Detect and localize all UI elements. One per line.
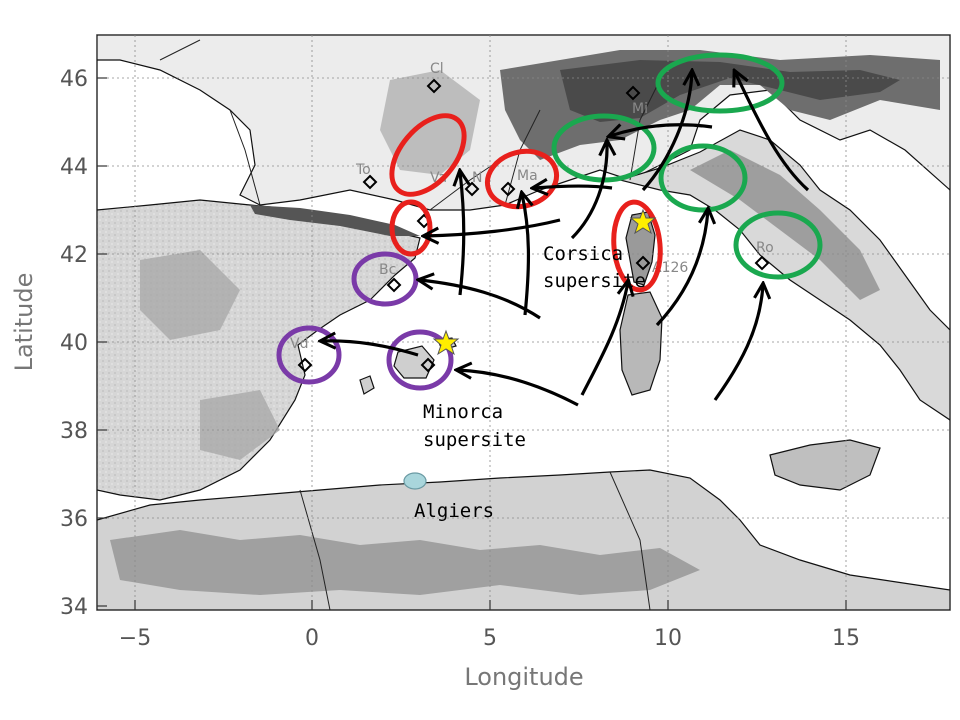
site-diamond-a126	[635, 255, 651, 271]
x-tick-label: 10	[654, 626, 682, 651]
site-diamond-ma	[500, 181, 516, 197]
tick-marks	[97, 77, 847, 610]
arrow	[713, 285, 763, 401]
arrow	[655, 210, 708, 327]
y-tick-label: 46	[60, 67, 88, 92]
apennines	[690, 150, 880, 300]
x-tick-label: 5	[483, 626, 497, 651]
site-diamond-to	[362, 174, 378, 190]
arrow	[610, 123, 713, 136]
site-markers	[297, 78, 770, 373]
site-diamond-mi	[625, 85, 641, 101]
corsica-callout-line1: Corsica	[543, 243, 623, 265]
pyrenees-ridge	[250, 205, 420, 236]
site-label-ro: Ro	[756, 240, 774, 256]
arrow	[534, 186, 613, 188]
arrow	[522, 194, 528, 316]
arrow	[425, 218, 561, 236]
algiers-label: Algiers	[414, 500, 494, 522]
green-ring-rome	[733, 210, 823, 280]
x-tick-label: 15	[832, 626, 860, 651]
massif-central	[380, 70, 480, 175]
site-diamond-bc	[386, 277, 402, 293]
corsica-callout-line2: supersite	[543, 270, 646, 292]
arrow	[322, 341, 419, 357]
green-ring-northeast	[655, 52, 785, 114]
y-tick-label: 40	[60, 331, 88, 356]
y-tick-label: 44	[60, 155, 88, 180]
grid-lines	[97, 35, 950, 610]
site-diamond-minorca	[420, 357, 436, 373]
y-tick-label: 42	[60, 243, 88, 268]
land-sardinia	[619, 291, 663, 396]
arrow	[420, 280, 541, 320]
site-diamond-vd	[297, 357, 313, 373]
site-label-to: To	[355, 162, 371, 178]
site-diamond-ro	[754, 255, 770, 271]
site-label-n: N	[472, 170, 482, 186]
algiers-marker	[403, 472, 427, 490]
iberia-relief	[140, 250, 280, 460]
minorca-callout-line2: supersite	[423, 429, 526, 451]
land-ibiza	[359, 375, 375, 395]
land-mallorca	[393, 345, 435, 379]
purple-ring-valencia	[276, 325, 342, 385]
x-tick-label: −5	[119, 626, 151, 651]
site-label-bc: Bc	[379, 262, 396, 278]
land-sicily	[769, 439, 881, 491]
site-diamond-n	[464, 181, 480, 197]
arrow	[580, 282, 628, 396]
corsica-supersite-star	[629, 208, 657, 235]
red-ring-massif	[389, 113, 467, 197]
purple-ring-minorca	[386, 329, 454, 391]
site-diamond-cl	[426, 78, 442, 94]
x-tick-label: 0	[305, 626, 319, 651]
alps-terrain-dark	[560, 60, 900, 122]
transport-arrows	[322, 72, 810, 407]
arrow	[735, 72, 810, 192]
site-label-ma: Ma	[517, 168, 538, 184]
atlas-relief	[110, 530, 700, 595]
site-label-cl: Cl	[430, 61, 444, 77]
red-ring-corsica	[611, 199, 663, 293]
minorca-supersite-star	[432, 329, 460, 356]
arrow	[641, 72, 692, 192]
site-label-mi: Mi	[632, 101, 648, 117]
arrow	[570, 142, 607, 240]
y-tick-label: 38	[60, 419, 88, 444]
minorca-callout-line1: Minorca	[423, 401, 503, 423]
y-tick-label: 34	[60, 595, 88, 620]
arrow	[458, 370, 579, 407]
site-label-vd: Vd	[290, 336, 308, 352]
y-tick-label: 36	[60, 507, 88, 532]
y-axis-label: Latitude	[10, 273, 38, 372]
x-axis-label: Longitude	[464, 663, 583, 691]
